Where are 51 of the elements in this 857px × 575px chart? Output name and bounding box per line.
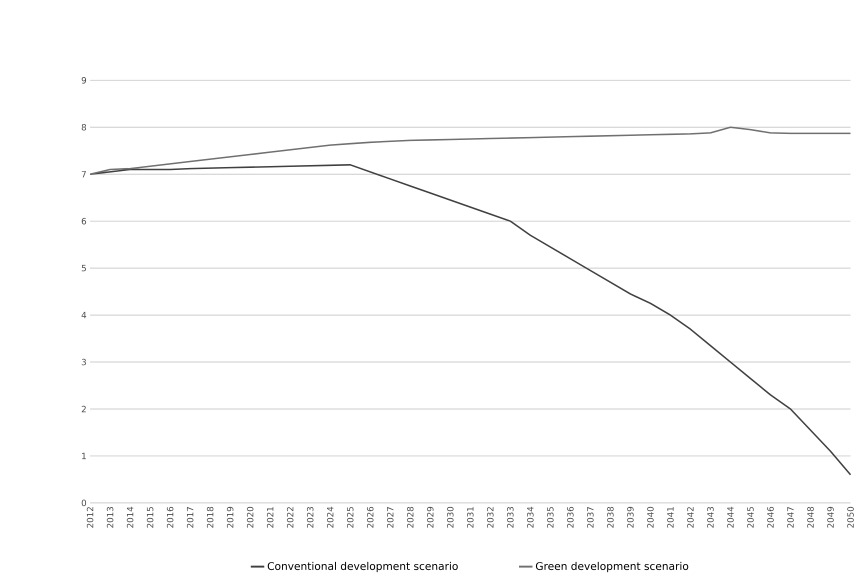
y-tick-label: 0: [82, 500, 86, 506]
x-tick-label: 2023: [306, 506, 314, 528]
x-tick-label: 2035: [547, 506, 554, 528]
y-tick-label: 7: [82, 170, 86, 178]
y-tick-label: 1: [82, 452, 86, 459]
x-tick-label: 2041: [667, 507, 674, 528]
x-tick-label: 2033: [507, 506, 514, 528]
x-tick-label: 2046: [767, 506, 774, 528]
x-tick-label: 2034: [527, 506, 534, 528]
x-tick-label: 2017: [186, 506, 194, 528]
x-tick-label: 2039: [627, 506, 634, 528]
y-tick-label: 6: [82, 218, 86, 224]
x-tick-label: 2037: [587, 506, 594, 528]
x-tick-label: 2032: [487, 507, 494, 528]
x-tick-label: 2029: [426, 506, 434, 528]
x-tick-label: 2028: [406, 506, 414, 528]
x-tick-label: 2018: [206, 506, 214, 528]
y-tick-label: 8: [82, 124, 86, 130]
x-tick-label: 2012: [86, 507, 94, 528]
x-tick-label: 2031: [467, 507, 474, 528]
x-tick-label: 2050: [847, 506, 854, 528]
x-tick-label: 2019: [226, 506, 234, 528]
y-tick-label: 2: [82, 406, 86, 412]
y-tick-label: 9: [82, 76, 86, 84]
x-tick-label: 2042: [687, 507, 694, 528]
y-tick-label: 4: [82, 312, 86, 318]
legend-label: Conventional development scenario: [268, 562, 458, 572]
x-tick-label: 2045: [747, 506, 754, 528]
x-tick-label: 2022: [286, 507, 294, 528]
x-tick-label: 2044: [727, 506, 734, 528]
x-tick-label: 2043: [707, 506, 714, 528]
x-tick-label: 2020: [246, 506, 254, 528]
x-tick-label: 2013: [106, 506, 114, 528]
legend-label: Green development scenario: [536, 562, 688, 572]
x-tick-label: 2049: [827, 506, 834, 528]
y-tick-label: 3: [82, 358, 86, 366]
x-tick-label: 2030: [447, 506, 454, 528]
x-tick-label: 2036: [567, 506, 574, 528]
x-tick-label: 2027: [386, 506, 394, 528]
x-tick-label: 2038: [607, 506, 614, 528]
x-tick-label: 2021: [266, 507, 274, 528]
x-tick-label: 2016: [166, 506, 174, 528]
x-tick-label: 2015: [146, 506, 154, 528]
x-tick-label: 2026: [366, 506, 374, 528]
x-tick-label: 2047: [787, 506, 794, 528]
y-tick-label: 5: [82, 264, 86, 272]
x-tick-label: 2048: [807, 506, 814, 528]
x-tick-label: 2024: [326, 506, 334, 528]
x-tick-label: 2014: [126, 506, 134, 528]
x-tick-label: 2025: [346, 506, 354, 528]
x-tick-label: 2040: [647, 506, 654, 528]
